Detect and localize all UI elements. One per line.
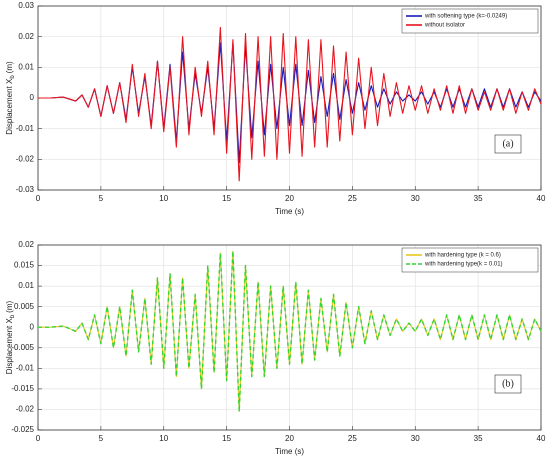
x-tick-label: 5: [99, 194, 104, 203]
y-tick-label: -0.01: [16, 363, 35, 372]
x-tick-label: 15: [222, 194, 231, 203]
y-axis-label: Displacement Xb (m): [5, 300, 15, 374]
y-tick-label: 0: [30, 322, 35, 331]
y-tick-label: -0.01: [16, 124, 35, 133]
x-tick-label: 0: [36, 434, 41, 443]
y-label-sub: b: [10, 75, 16, 79]
x-tick-label: 40: [537, 194, 546, 203]
x-tick-label: 5: [99, 434, 104, 443]
y-tick-label: -0.02: [16, 154, 35, 163]
annotation: (b): [502, 378, 514, 389]
plot-frame: [37, 244, 542, 431]
series-line: [38, 26, 542, 182]
y-label-unit: (m): [5, 300, 14, 312]
annotation: (a): [502, 138, 513, 149]
x-tick-label: 40: [537, 434, 546, 443]
x-tick-label: 30: [411, 434, 420, 443]
legend-box: [401, 247, 539, 273]
x-tick-label: 10: [159, 434, 168, 443]
legend-label: with hardening type(k = 0.01): [424, 262, 503, 268]
y-label-text: Displacement X: [5, 78, 14, 135]
x-tick-label: 35: [474, 434, 483, 443]
y-tick-label: -0.02: [16, 405, 35, 414]
annotation-box: [494, 134, 522, 154]
y-tick-label: 0: [30, 93, 35, 102]
annotation-box: [494, 374, 522, 394]
x-axis-label: Time (s): [275, 207, 304, 216]
x-tick-label: 15: [222, 434, 231, 443]
x-tick-label: 0: [36, 194, 41, 203]
y-tick-label: 0.005: [14, 302, 35, 311]
y-label-text: Displacement X: [5, 318, 14, 375]
legend-label: with softening type (k=-0.0249): [424, 14, 507, 20]
y-tick-label: 0.01: [18, 281, 34, 290]
y-tick-label: -0.015: [11, 384, 34, 393]
y-label-sub: b: [10, 314, 16, 318]
x-tick-label: 20: [285, 194, 294, 203]
series-line: [38, 250, 542, 413]
x-tick-label: 25: [348, 434, 357, 443]
y-tick-label: -0.03: [16, 185, 35, 194]
y-tick-label: 0.02: [18, 240, 34, 249]
x-tick-label: 25: [348, 194, 357, 203]
y-label-unit: (m): [5, 61, 14, 73]
y-tick-label: 0.03: [18, 1, 34, 10]
y-tick-label: 0.02: [18, 32, 34, 41]
y-axis-label: Displacement Xb (m): [5, 61, 15, 135]
legend-box: [401, 8, 539, 34]
x-tick-label: 35: [474, 194, 483, 203]
y-tick-label: 0.015: [14, 261, 35, 270]
x-tick-label: 20: [285, 434, 294, 443]
y-tick-label: -0.025: [11, 425, 34, 434]
legend-label: without isolator: [424, 23, 465, 29]
legend-label: with hardening type (k = 0.6): [424, 253, 501, 259]
y-tick-label: -0.005: [11, 343, 34, 352]
y-tick-label: 0.01: [18, 62, 34, 71]
x-tick-label: 30: [411, 194, 420, 203]
x-tick-label: 10: [159, 194, 168, 203]
x-axis-label: Time (s): [275, 447, 304, 456]
